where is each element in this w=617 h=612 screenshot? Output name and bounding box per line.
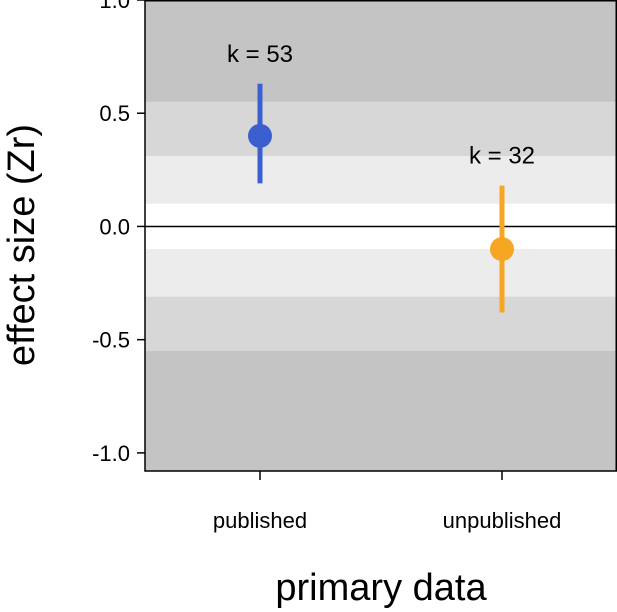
x-tick-label: published (213, 508, 307, 533)
x-tick-label: unpublished (443, 508, 562, 533)
background-bands (145, 0, 617, 471)
data-marks: k = 53 k = 32 (227, 41, 535, 313)
sample-size-label-unpublished: k = 32 (469, 143, 535, 170)
sample-size-label-published: k = 53 (227, 41, 293, 68)
background-band (145, 350, 617, 471)
point-unpublished (490, 237, 514, 262)
plot-frame (144, 0, 617, 472)
background-band (145, 249, 617, 297)
background-band (145, 296, 617, 351)
y-tick-label: -0.5 (92, 328, 130, 353)
point-published (248, 123, 272, 148)
y-axis: 1.0 0.5 0.0 -0.5 -1.0 (92, 0, 145, 466)
background-band (145, 0, 617, 102)
y-tick-label: -1.0 (92, 441, 130, 466)
x-axis: published unpublished (213, 471, 561, 533)
x-axis-title: primary data (275, 567, 487, 609)
y-axis-title: effect size (Zr) (1, 124, 43, 366)
y-tick-label: 0.5 (99, 101, 130, 126)
y-tick-label: 0.0 (99, 214, 130, 239)
background-band (145, 156, 617, 204)
background-band (145, 101, 617, 157)
y-tick-label: 1.0 (99, 0, 130, 13)
